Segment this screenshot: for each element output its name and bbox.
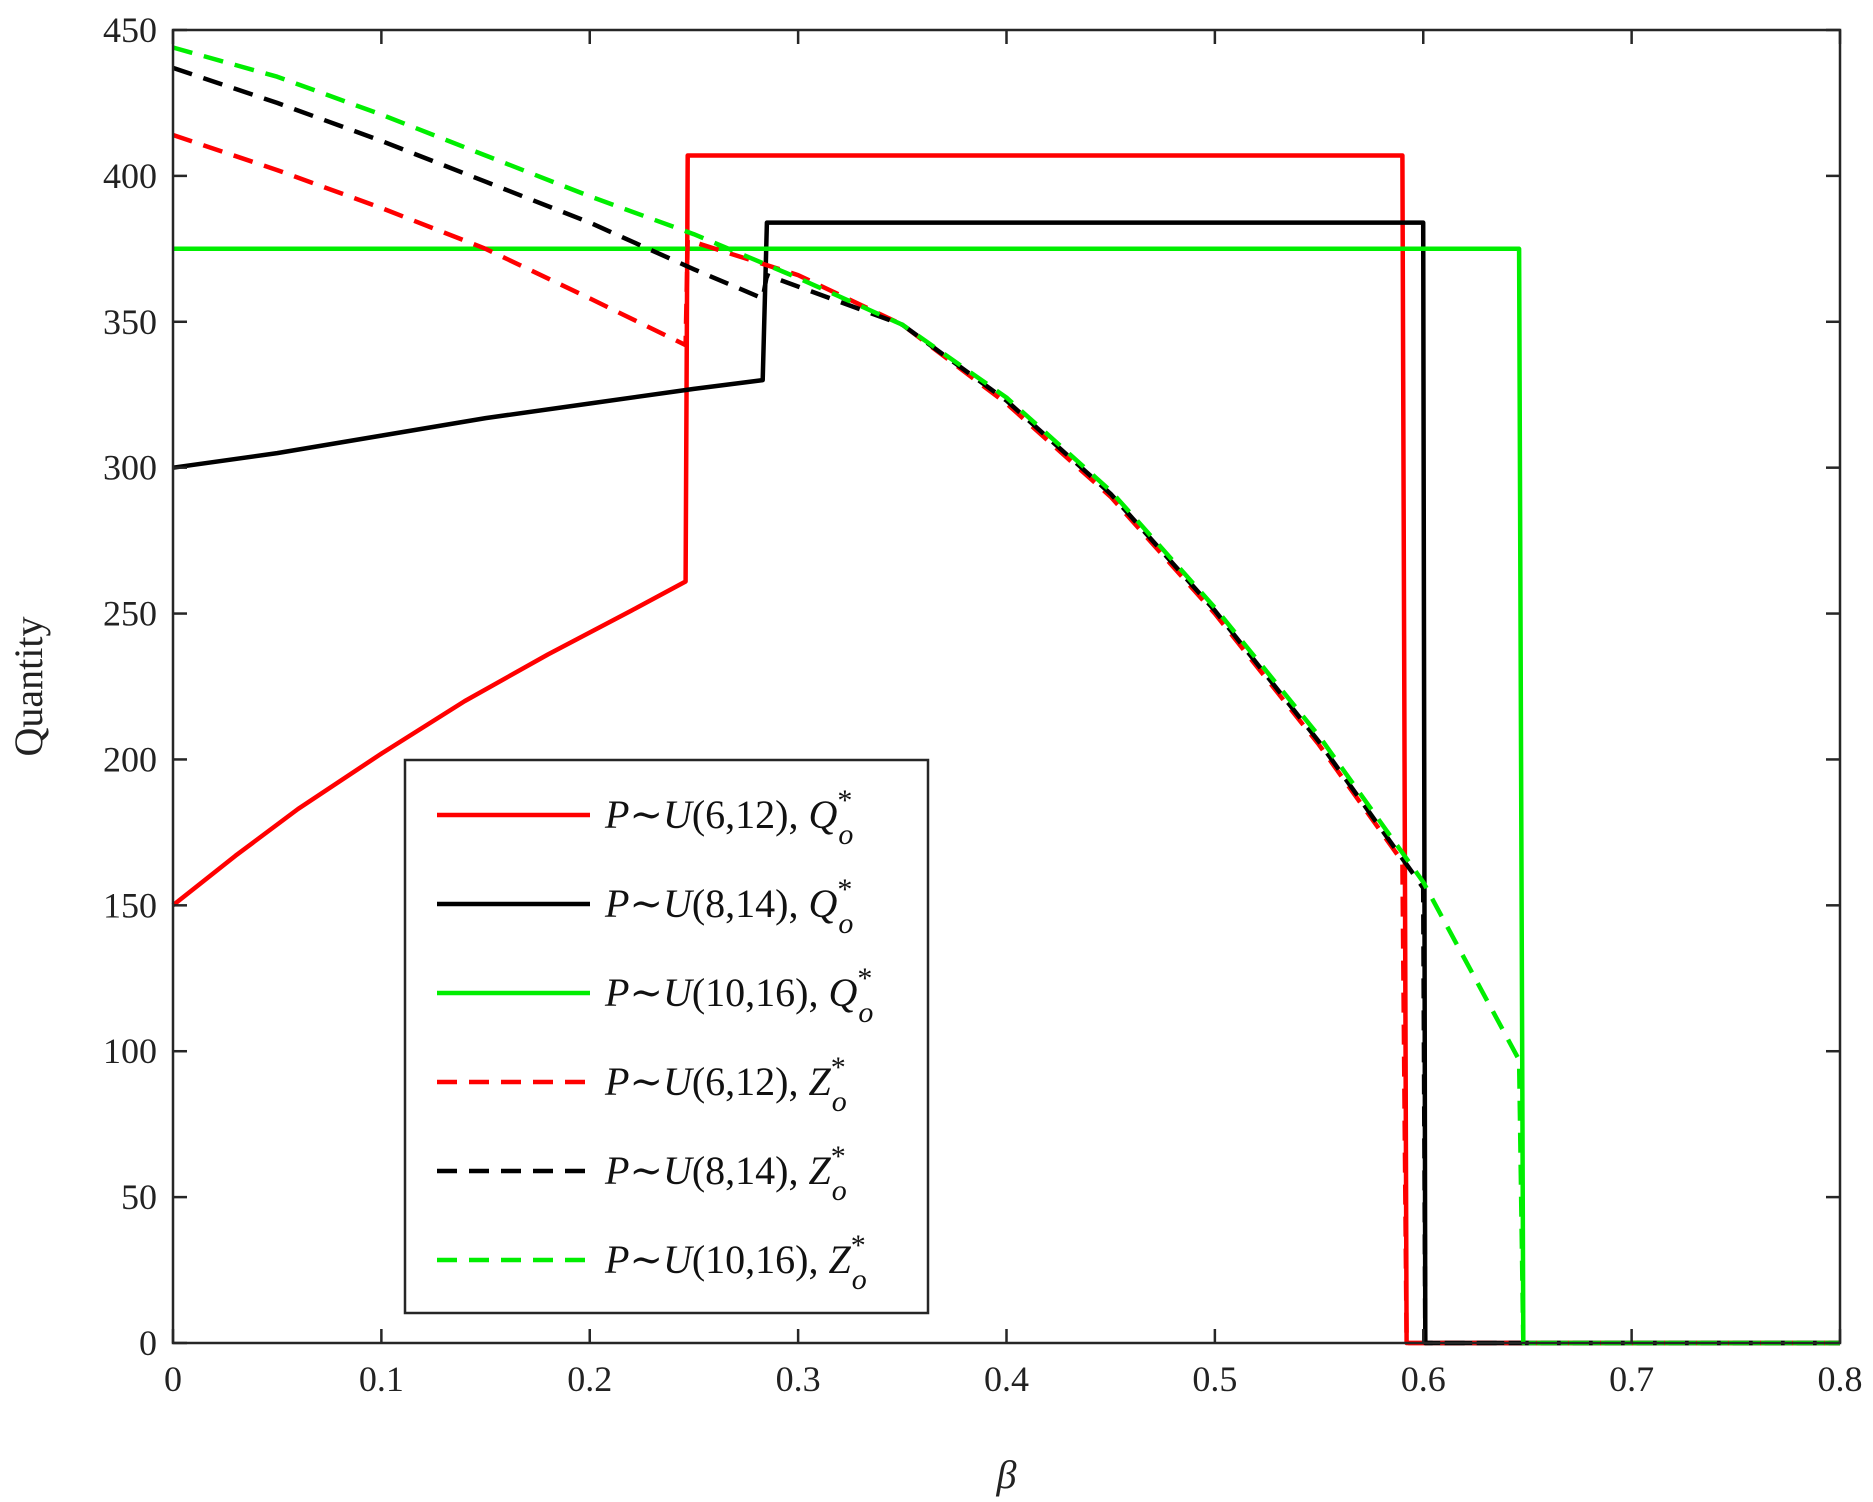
y-tick-label: 350 [103,302,157,342]
legend: P∼U(6,12), Q* o P∼U(8,14), Q* o P∼U(10,16), … [403,758,930,1315]
legend-entry: P∼U(8,14), Z* o [604,1140,847,1207]
legend-entry: P∼U(8,14), Q* o [604,873,853,940]
x-tick-label: 0.3 [776,1359,821,1399]
y-tick-label: 0 [139,1323,157,1363]
y-tick-label: 100 [103,1031,157,1071]
series-line-1 [171,153,1840,1346]
ticks-layer: 0 0.1 0.2 0.3 0.4 0.5 0.6 0.7 0.8 0 50 100 150 200 250… [103,10,1863,1399]
x-axis-label: β [996,1452,1017,1497]
series-line-6 [172,45,1840,1346]
y-tick-label: 400 [103,156,157,196]
x-tick-label: 0.6 [1401,1359,1446,1399]
y-tick-label: 50 [121,1177,157,1217]
y-tick-label: 450 [103,10,157,50]
x-tick-label: 0 [164,1359,182,1399]
x-tick-label: 0.1 [359,1359,404,1399]
series-line-2 [172,220,1840,1346]
series-line-5 [172,65,1840,1346]
x-tick-label: 0.7 [1609,1359,1654,1399]
legend-box [403,758,930,1315]
x-tick-label: 0.4 [984,1359,1029,1399]
series-layer [171,45,1840,1346]
y-tick-label: 300 [103,448,157,488]
x-tick-label: 0.2 [567,1359,612,1399]
y-tick-label: 150 [103,885,157,925]
x-tick-label: 0.5 [1192,1359,1237,1399]
legend-entry: P∼U(6,12), Q* o [604,784,853,851]
y-tick-label: 250 [103,594,157,634]
legend-entry: P∼U(6,12), Z* o [604,1051,847,1118]
x-tick-label: 0.8 [1818,1359,1863,1399]
y-tick-label: 200 [103,739,157,779]
y-axis-label: Quantity [6,617,51,757]
legend-entry: P∼U(10,16), Q* o [604,962,873,1029]
legend-entry: P∼U(10,16), Z* o [604,1229,867,1296]
